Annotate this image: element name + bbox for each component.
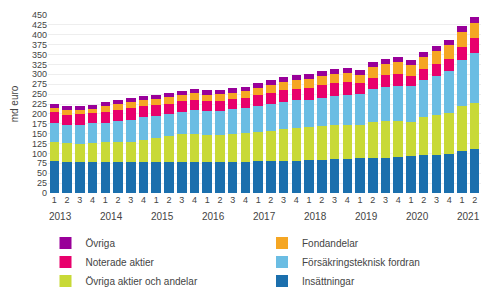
- svg-text:2017: 2017: [253, 211, 276, 222]
- svg-text:Övriga aktier och andelar: Övriga aktier och andelar: [86, 276, 198, 287]
- svg-text:300: 300: [32, 69, 47, 79]
- svg-text:3: 3: [332, 195, 337, 205]
- svg-text:200: 200: [32, 109, 47, 119]
- svg-text:50: 50: [37, 168, 47, 178]
- svg-text:Noterade aktier: Noterade aktier: [86, 257, 155, 268]
- svg-text:250: 250: [32, 89, 47, 99]
- svg-text:100: 100: [32, 149, 47, 159]
- svg-text:1: 1: [358, 195, 363, 205]
- svg-text:2018: 2018: [304, 211, 327, 222]
- svg-text:2: 2: [116, 195, 121, 205]
- svg-text:2: 2: [319, 195, 324, 205]
- svg-text:3: 3: [179, 195, 184, 205]
- svg-text:1: 1: [307, 195, 312, 205]
- svg-text:2: 2: [421, 195, 426, 205]
- svg-text:275: 275: [32, 79, 47, 89]
- svg-text:Övriga: Övriga: [86, 238, 116, 249]
- svg-text:4: 4: [294, 195, 299, 205]
- svg-text:4: 4: [345, 195, 350, 205]
- svg-text:2: 2: [217, 195, 222, 205]
- svg-text:1: 1: [103, 195, 108, 205]
- svg-text:4: 4: [90, 195, 95, 205]
- svg-text:0: 0: [42, 188, 47, 198]
- svg-text:1: 1: [408, 195, 413, 205]
- svg-text:2: 2: [370, 195, 375, 205]
- svg-text:400: 400: [32, 30, 47, 40]
- svg-text:2019: 2019: [355, 211, 378, 222]
- svg-text:3: 3: [383, 195, 388, 205]
- svg-text:2021: 2021: [457, 211, 480, 222]
- svg-text:1: 1: [205, 195, 210, 205]
- svg-text:2016: 2016: [202, 211, 225, 222]
- svg-text:25: 25: [37, 178, 47, 188]
- svg-text:3: 3: [230, 195, 235, 205]
- svg-text:2: 2: [472, 195, 477, 205]
- svg-text:md euro: md euro: [9, 85, 20, 122]
- svg-text:2015: 2015: [151, 211, 174, 222]
- svg-text:2: 2: [65, 195, 70, 205]
- svg-text:4: 4: [396, 195, 401, 205]
- svg-text:4: 4: [141, 195, 146, 205]
- svg-text:1: 1: [154, 195, 159, 205]
- svg-text:3: 3: [128, 195, 133, 205]
- svg-text:Försäkringsteknisk fordran: Försäkringsteknisk fordran: [302, 257, 420, 268]
- svg-text:4: 4: [243, 195, 248, 205]
- svg-text:225: 225: [32, 99, 47, 109]
- svg-text:Fondandelar: Fondandelar: [302, 238, 359, 249]
- svg-text:75: 75: [37, 158, 47, 168]
- svg-text:1: 1: [52, 195, 57, 205]
- svg-text:175: 175: [32, 119, 47, 129]
- svg-text:3: 3: [77, 195, 82, 205]
- svg-text:3: 3: [434, 195, 439, 205]
- svg-text:3: 3: [281, 195, 286, 205]
- svg-text:450: 450: [32, 10, 47, 20]
- svg-text:2013: 2013: [49, 211, 72, 222]
- svg-text:425: 425: [32, 20, 47, 30]
- svg-text:2: 2: [268, 195, 273, 205]
- svg-text:Insättningar: Insättningar: [302, 276, 355, 287]
- svg-text:125: 125: [32, 139, 47, 149]
- svg-text:325: 325: [32, 60, 47, 70]
- svg-text:4: 4: [447, 195, 452, 205]
- svg-text:2014: 2014: [100, 211, 123, 222]
- svg-text:150: 150: [32, 129, 47, 139]
- svg-text:2020: 2020: [406, 211, 429, 222]
- svg-text:1: 1: [459, 195, 464, 205]
- svg-text:1: 1: [256, 195, 261, 205]
- svg-text:2: 2: [166, 195, 171, 205]
- svg-text:375: 375: [32, 40, 47, 50]
- svg-text:4: 4: [192, 195, 197, 205]
- svg-text:350: 350: [32, 50, 47, 60]
